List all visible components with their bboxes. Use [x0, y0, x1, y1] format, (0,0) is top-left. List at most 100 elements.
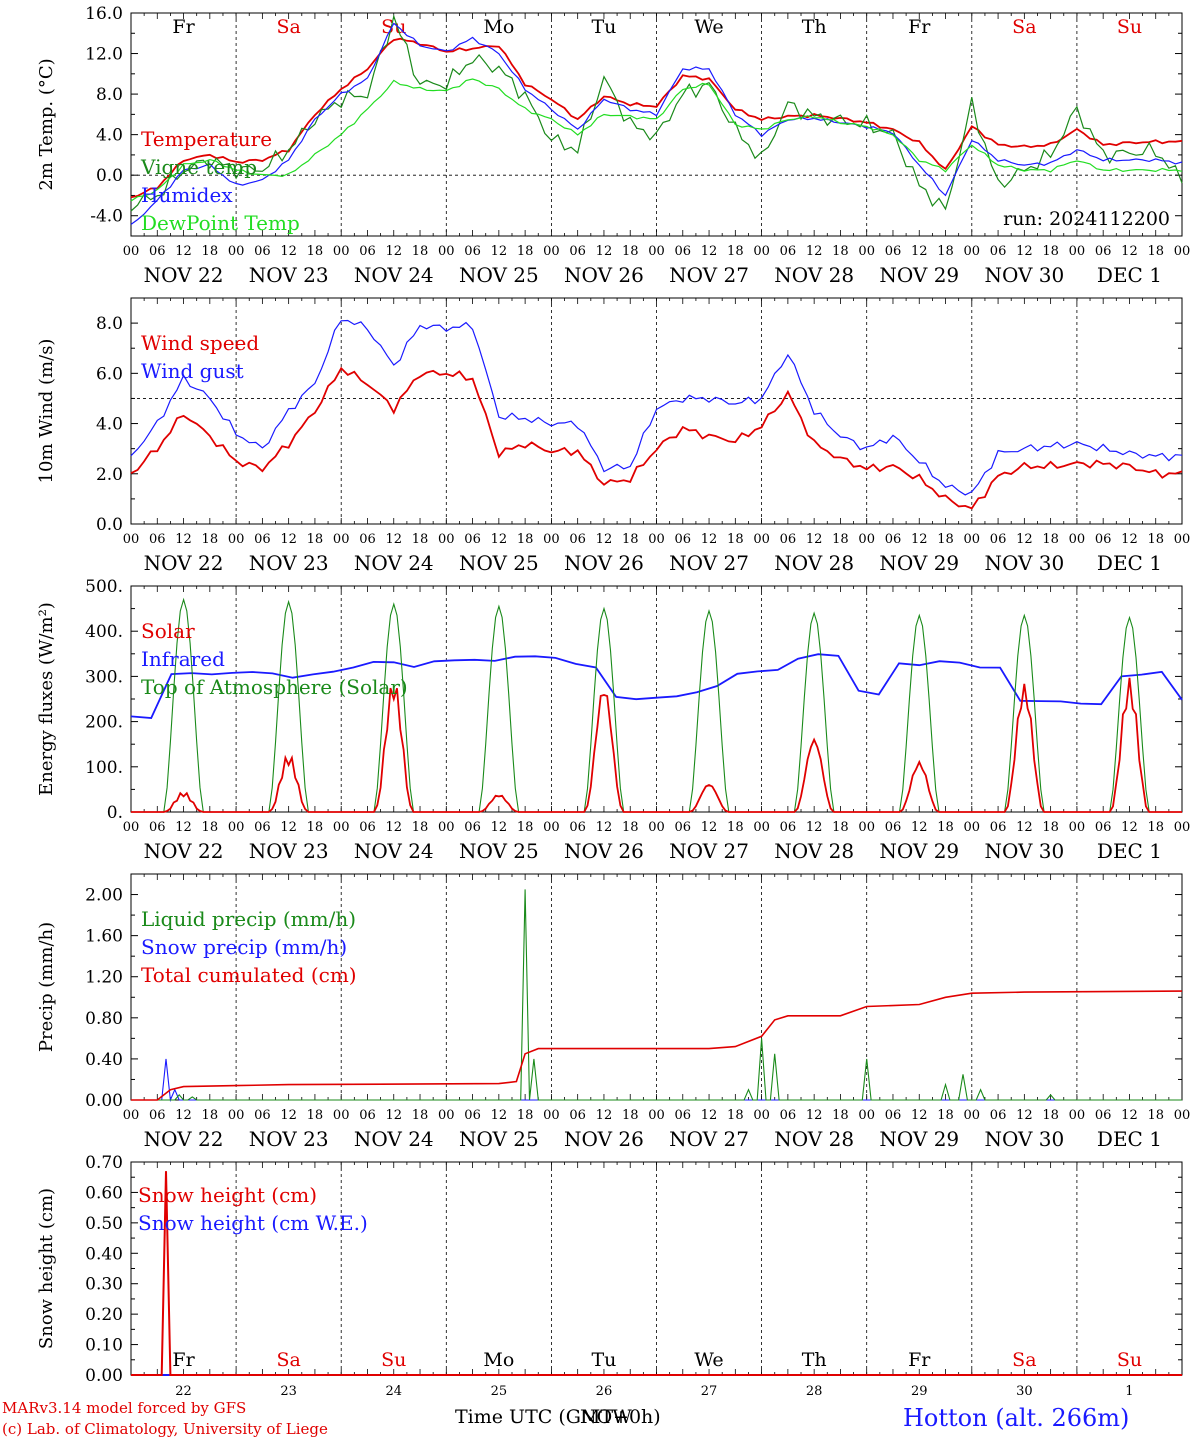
weekday-label: Fr — [172, 16, 195, 38]
weekday-label: Sa — [1012, 16, 1036, 38]
hour-tick-label: 06 — [359, 1108, 376, 1123]
hour-tick-label: 12 — [491, 1108, 508, 1123]
hour-tick-label: 18 — [832, 532, 849, 547]
y-tick-label: 0.00 — [85, 1091, 123, 1111]
y-tick-label: 6.0 — [96, 364, 123, 384]
legend-entry: Infrared — [141, 647, 225, 671]
y-tick-label: 4.0 — [96, 126, 123, 146]
hour-tick-label: 12 — [280, 820, 297, 835]
hour-tick-label: 12 — [1016, 244, 1033, 259]
hour-tick-label: 00 — [753, 532, 770, 547]
date-label: NOV 26 — [564, 839, 644, 863]
hour-tick-label: 12 — [806, 1108, 823, 1123]
y-tick-label: 400. — [85, 622, 123, 642]
hour-tick-label: 00 — [1174, 244, 1191, 259]
hour-tick-label: 06 — [885, 244, 902, 259]
hour-tick-label: 18 — [307, 244, 324, 259]
y-tick-label: 0.40 — [85, 1050, 123, 1070]
hour-tick-label: 00 — [228, 820, 245, 835]
hour-tick-label: 00 — [543, 820, 560, 835]
hour-tick-label: 06 — [780, 820, 797, 835]
hour-tick-label: 18 — [1042, 1108, 1059, 1123]
hour-tick-label: 00 — [858, 532, 875, 547]
y-tick-label: 0.60 — [85, 1183, 123, 1203]
hour-tick-label: 00 — [1069, 532, 1086, 547]
now-marker-label: NOW — [580, 1406, 632, 1428]
hour-tick-label: 00 — [333, 532, 350, 547]
hour-tick-label: 06 — [464, 820, 481, 835]
day-number-label: 23 — [280, 1384, 297, 1399]
date-label: DEC 1 — [1097, 839, 1162, 863]
hour-tick-label: 00 — [1174, 532, 1191, 547]
day-number-label: 1 — [1125, 1384, 1133, 1399]
legend-entry: Wind gust — [141, 359, 244, 383]
hour-tick-label: 12 — [280, 532, 297, 547]
hour-tick-label: 18 — [412, 1108, 429, 1123]
hour-tick-label: 00 — [753, 1108, 770, 1123]
hour-tick-label: 12 — [806, 820, 823, 835]
hour-tick-label: 00 — [438, 1108, 455, 1123]
y-tick-label: 12.0 — [85, 45, 123, 65]
hour-tick-label: 18 — [412, 532, 429, 547]
date-label: NOV 27 — [669, 551, 749, 575]
y-tick-label: 16.0 — [85, 4, 123, 24]
date-label: NOV 26 — [564, 1127, 644, 1151]
weekday-label: Mo — [483, 16, 514, 38]
hour-tick-label: 06 — [569, 1108, 586, 1123]
legend-entry: DewPoint Temp — [141, 211, 300, 235]
weekday-label: Sa — [1012, 1349, 1036, 1371]
y-tick-label: 8.0 — [96, 314, 123, 334]
series-line — [130, 78, 1183, 202]
y-tick-label: 0.50 — [85, 1214, 123, 1234]
hour-tick-label: 00 — [753, 244, 770, 259]
y-axis-label: 10m Wind (m/s) — [36, 339, 57, 484]
hour-tick-label: 18 — [937, 1108, 954, 1123]
legend-entry: Snow height (cm W.E.) — [138, 1211, 368, 1235]
hour-tick-label: 18 — [727, 820, 744, 835]
hour-tick-label: 06 — [885, 1108, 902, 1123]
day-number-label: 29 — [911, 1384, 928, 1399]
date-label: NOV 28 — [774, 839, 854, 863]
hour-tick-label: 06 — [149, 532, 166, 547]
legend-entry: Total cumulated (cm) — [141, 963, 357, 987]
hour-tick-label: 00 — [438, 532, 455, 547]
hour-tick-label: 06 — [1095, 820, 1112, 835]
hour-tick-label: 18 — [1147, 244, 1164, 259]
hour-tick-label: 00 — [1069, 244, 1086, 259]
weekday-label: Th — [802, 1349, 827, 1371]
y-tick-label: 0.00 — [85, 1366, 123, 1386]
hour-tick-label: 12 — [1016, 820, 1033, 835]
y-axis-label: 2m Temp. (°C) — [36, 58, 57, 190]
legend-entry: Snow precip (mm/h) — [141, 935, 347, 959]
hour-tick-label: 12 — [596, 244, 613, 259]
hour-tick-label: 00 — [438, 820, 455, 835]
hour-tick-label: 06 — [1095, 244, 1112, 259]
hour-tick-label: 18 — [517, 820, 534, 835]
hour-tick-label: 00 — [123, 532, 140, 547]
date-label: NOV 28 — [774, 263, 854, 287]
date-label: NOV 29 — [879, 839, 959, 863]
hour-tick-label: 12 — [1016, 1108, 1033, 1123]
date-label: DEC 1 — [1097, 1127, 1162, 1151]
hour-tick-label: 00 — [753, 820, 770, 835]
date-label: NOV 24 — [354, 1127, 434, 1151]
weekday-label: Fr — [172, 1349, 195, 1371]
hour-tick-label: 06 — [675, 244, 692, 259]
hour-tick-label: 00 — [543, 532, 560, 547]
hour-tick-label: 00 — [543, 1108, 560, 1123]
hour-tick-label: 18 — [727, 1108, 744, 1123]
date-label: NOV 29 — [879, 1127, 959, 1151]
day-number-label: 25 — [491, 1384, 508, 1399]
hour-tick-label: 18 — [202, 532, 219, 547]
hour-tick-label: 12 — [701, 1108, 718, 1123]
hour-tick-label: 12 — [596, 1108, 613, 1123]
hour-tick-label: 12 — [175, 244, 192, 259]
panel-3: 500. 400. 300. 200. 100. 0. Energy fluxes (W/m… — [36, 577, 1190, 863]
hour-tick-label: 12 — [1121, 1108, 1138, 1123]
hour-tick-label: 06 — [990, 820, 1007, 835]
date-label: NOV 27 — [669, 1127, 749, 1151]
y-tick-label: 0.10 — [85, 1336, 123, 1356]
hour-tick-label: 06 — [990, 244, 1007, 259]
hour-tick-label: 12 — [280, 244, 297, 259]
hour-tick-label: 12 — [701, 820, 718, 835]
